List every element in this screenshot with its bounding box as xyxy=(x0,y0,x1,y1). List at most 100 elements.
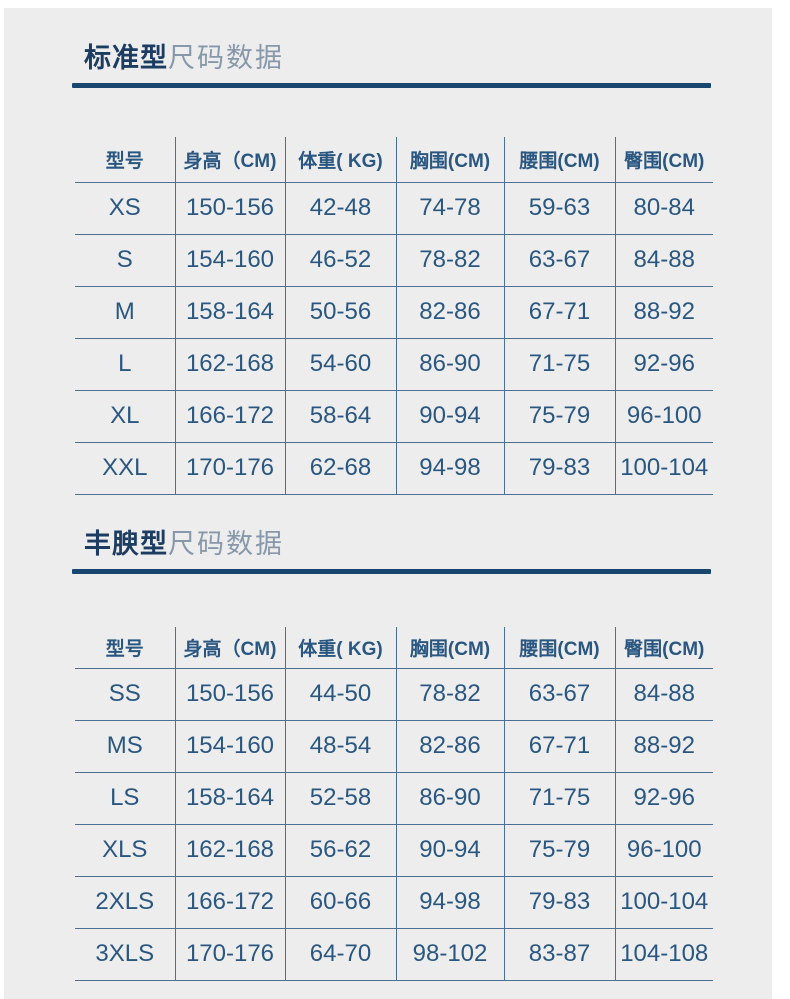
size-value-cell: 86-90 xyxy=(396,338,505,391)
plump-size-section: 丰腴型尺码数据 型号 身高（CM) 体重( KG) 胸围(CM) 腰围(CM) 臀围(CM… xyxy=(72,526,713,981)
size-label-cell: M xyxy=(75,286,176,339)
size-value-cell: 52-58 xyxy=(285,772,397,825)
table-row: L 162-168 54-60 86-90 71-75 92-96 xyxy=(75,338,713,391)
table-row: 2XLS 166-172 60-66 94-98 79-83 100-104 xyxy=(75,876,713,929)
size-value-cell: 86-90 xyxy=(396,772,505,825)
table-row: XS 150-156 42-48 74-78 59-63 80-84 xyxy=(75,182,713,235)
size-value-cell: 104-108 xyxy=(615,928,713,981)
size-value-cell: 75-79 xyxy=(504,390,616,443)
header-row: 型号 身高（CM) 体重( KG) 胸围(CM) 腰围(CM) 臀围(CM) xyxy=(75,627,713,669)
size-value-cell: 80-84 xyxy=(615,182,713,235)
size-value-cell: 63-67 xyxy=(504,234,616,287)
size-value-cell: 92-96 xyxy=(615,772,713,825)
size-value-cell: 71-75 xyxy=(504,338,616,391)
header-row: 型号 身高（CM) 体重( KG) 胸围(CM) 腰围(CM) 臀围(CM) xyxy=(75,137,713,183)
section-title-bold: 标准型 xyxy=(84,43,168,73)
size-value-cell: 42-48 xyxy=(285,182,397,235)
column-header: 臀围(CM) xyxy=(615,627,713,669)
size-value-cell: 82-86 xyxy=(396,286,505,339)
size-value-cell: 154-160 xyxy=(175,234,286,287)
size-label-cell: LS xyxy=(75,772,176,825)
size-value-cell: 162-168 xyxy=(175,338,286,391)
size-value-cell: 94-98 xyxy=(396,876,505,929)
size-value-cell: 74-78 xyxy=(396,182,505,235)
size-value-cell: 92-96 xyxy=(615,338,713,391)
size-value-cell: 158-164 xyxy=(175,286,286,339)
size-value-cell: 96-100 xyxy=(615,824,713,877)
size-value-cell: 166-172 xyxy=(175,876,286,929)
size-value-cell: 84-88 xyxy=(615,234,713,287)
size-value-cell: 162-168 xyxy=(175,824,286,877)
column-header: 身高（CM) xyxy=(175,627,286,669)
column-header: 体重( KG) xyxy=(285,627,397,669)
size-value-cell: 82-86 xyxy=(396,720,505,773)
size-value-cell: 88-92 xyxy=(615,720,713,773)
size-value-cell: 98-102 xyxy=(396,928,505,981)
column-header: 臀围(CM) xyxy=(615,137,713,183)
size-value-cell: 78-82 xyxy=(396,668,505,721)
table-row: LS 158-164 52-58 86-90 71-75 92-96 xyxy=(75,772,713,825)
table-row: XL 166-172 58-64 90-94 75-79 96-100 xyxy=(75,390,713,443)
table-row: XLS 162-168 56-62 90-94 75-79 96-100 xyxy=(75,824,713,877)
size-label-cell: SS xyxy=(75,668,176,721)
size-value-cell: 90-94 xyxy=(396,390,505,443)
size-value-cell: 90-94 xyxy=(396,824,505,877)
size-value-cell: 150-156 xyxy=(175,182,286,235)
section-title-bold: 丰腴型 xyxy=(84,529,168,559)
table-row: 3XLS 170-176 64-70 98-102 83-87 104-108 xyxy=(75,928,713,981)
column-header: 型号 xyxy=(75,137,176,183)
section-title-light: 尺码数据 xyxy=(168,43,284,73)
table-row: SS 150-156 44-50 78-82 63-67 84-88 xyxy=(75,668,713,721)
size-value-cell: 83-87 xyxy=(504,928,616,981)
title-underline xyxy=(72,569,711,574)
size-label-cell: XXL xyxy=(75,442,176,495)
plump-size-table: 型号 身高（CM) 体重( KG) 胸围(CM) 腰围(CM) 臀围(CM) SS 150-… xyxy=(75,627,713,981)
size-value-cell: 48-54 xyxy=(285,720,397,773)
size-value-cell: 88-92 xyxy=(615,286,713,339)
size-label-cell: 2XLS xyxy=(75,876,176,929)
size-label-cell: XLS xyxy=(75,824,176,877)
size-value-cell: 67-71 xyxy=(504,286,616,339)
size-value-cell: 59-63 xyxy=(504,182,616,235)
size-value-cell: 62-68 xyxy=(285,442,397,495)
size-value-cell: 67-71 xyxy=(504,720,616,773)
size-value-cell: 170-176 xyxy=(175,928,286,981)
table-row: MS 154-160 48-54 82-86 67-71 88-92 xyxy=(75,720,713,773)
size-value-cell: 78-82 xyxy=(396,234,505,287)
size-label-cell: L xyxy=(75,338,176,391)
column-header: 腰围(CM) xyxy=(504,627,616,669)
size-value-cell: 158-164 xyxy=(175,772,286,825)
size-label-cell: S xyxy=(75,234,176,287)
standard-size-table: 型号 身高（CM) 体重( KG) 胸围(CM) 腰围(CM) 臀围(CM) XS 150-… xyxy=(75,137,713,495)
size-value-cell: 46-52 xyxy=(285,234,397,287)
column-header: 胸围(CM) xyxy=(396,627,505,669)
size-value-cell: 75-79 xyxy=(504,824,616,877)
title-underline xyxy=(72,83,711,88)
size-value-cell: 154-160 xyxy=(175,720,286,773)
size-value-cell: 54-60 xyxy=(285,338,397,391)
size-label-cell: MS xyxy=(75,720,176,773)
column-header: 体重( KG) xyxy=(285,137,397,183)
size-value-cell: 79-83 xyxy=(504,876,616,929)
size-value-cell: 56-62 xyxy=(285,824,397,877)
table-row: M 158-164 50-56 82-86 67-71 88-92 xyxy=(75,286,713,339)
size-value-cell: 84-88 xyxy=(615,668,713,721)
size-value-cell: 150-156 xyxy=(175,668,286,721)
size-value-cell: 60-66 xyxy=(285,876,397,929)
section-title-light: 尺码数据 xyxy=(168,529,284,559)
size-value-cell: 50-56 xyxy=(285,286,397,339)
size-value-cell: 63-67 xyxy=(504,668,616,721)
size-value-cell: 79-83 xyxy=(504,442,616,495)
size-value-cell: 100-104 xyxy=(615,876,713,929)
size-value-cell: 94-98 xyxy=(396,442,505,495)
size-value-cell: 166-172 xyxy=(175,390,286,443)
size-value-cell: 71-75 xyxy=(504,772,616,825)
size-value-cell: 100-104 xyxy=(615,442,713,495)
size-label-cell: XS xyxy=(75,182,176,235)
size-value-cell: 64-70 xyxy=(285,928,397,981)
section-title: 丰腴型尺码数据 xyxy=(72,526,713,562)
size-value-cell: 96-100 xyxy=(615,390,713,443)
size-value-cell: 170-176 xyxy=(175,442,286,495)
size-value-cell: 58-64 xyxy=(285,390,397,443)
